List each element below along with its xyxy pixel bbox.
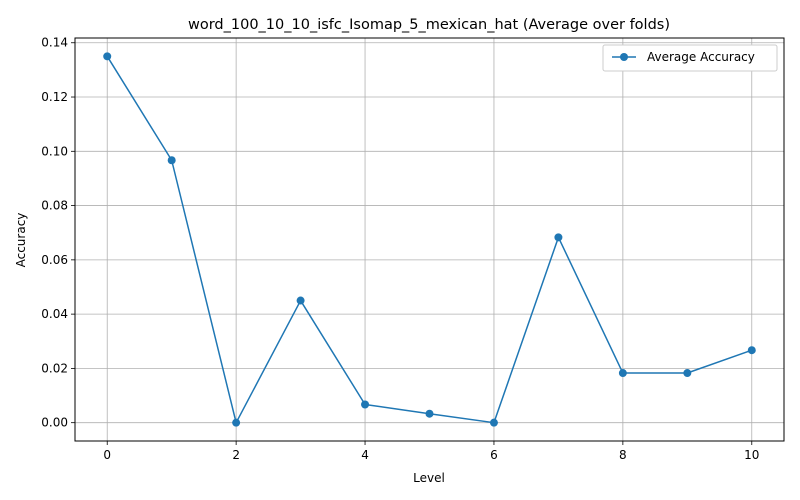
y-tick-label: 0.06 <box>41 253 68 267</box>
y-axis-label: Accuracy <box>14 213 28 268</box>
data-point <box>296 296 305 305</box>
data-point <box>425 409 434 418</box>
y-tick-label: 0.00 <box>41 416 68 430</box>
y-tick-label: 0.04 <box>41 307 68 321</box>
data-point <box>167 156 176 165</box>
data-point <box>232 418 241 427</box>
legend-box <box>602 44 778 72</box>
x-tick-label: 2 <box>232 448 240 462</box>
data-point <box>618 369 627 378</box>
y-tick-label: 0.10 <box>41 144 68 158</box>
data-point <box>683 369 692 378</box>
y-tick-label: 0.14 <box>41 36 68 50</box>
series-layer <box>103 52 756 427</box>
data-point <box>361 400 370 409</box>
y-tick-label: 0.12 <box>41 90 68 104</box>
legend-marker-swatch <box>620 53 628 61</box>
data-point <box>489 418 498 427</box>
x-tick-label: 0 <box>103 448 111 462</box>
data-point <box>554 233 563 242</box>
grid-lines <box>75 38 784 441</box>
y-tick-label: 0.08 <box>41 199 68 213</box>
x-tick-label: 4 <box>361 448 369 462</box>
x-tick-label: 6 <box>490 448 498 462</box>
chart-title: word_100_10_10_isfc_Isomap_5_mexican_hat… <box>188 17 670 33</box>
data-point <box>103 52 112 61</box>
axis-ticks: 0 2 4 6 8 10 0.00 0.02 0.04 0.06 0.08 0.10 0.12 0.14 <box>41 36 759 462</box>
legend: Average Accuracy <box>602 44 778 72</box>
y-tick-label: 0.02 <box>41 361 68 375</box>
x-tick-label: 10 <box>744 448 759 462</box>
x-tick-label: 8 <box>619 448 627 462</box>
x-axis-label: Level <box>413 471 445 485</box>
data-point <box>747 346 756 355</box>
plot-frame <box>74 37 785 442</box>
legend-label: Average Accuracy <box>647 50 755 64</box>
